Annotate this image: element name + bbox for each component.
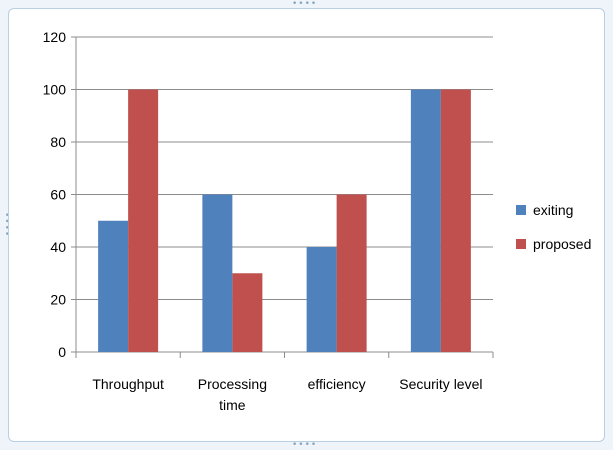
y-tick-label: 40 [50,239,66,255]
bar-proposed-1 [232,273,263,352]
x-tick-label: Security level [399,376,482,392]
resize-handle-bottom-icon[interactable]: •••• [292,440,318,450]
legend-swatch-exiting [516,205,526,215]
resize-handle-top-icon[interactable]: •••• [292,0,318,9]
x-tick-label: time [219,397,246,413]
bar-proposed-3 [440,89,471,352]
y-tick-label: 80 [50,134,66,150]
legend-label-exiting: exiting [533,202,573,218]
x-tick-label: Processing [198,376,267,392]
resize-handle-left-icon[interactable]: •••• [1,212,11,238]
bar-exiting-1 [202,194,233,352]
bar-proposed-0 [128,89,159,352]
bar-proposed-2 [336,194,367,352]
x-tick-label: Throughput [92,376,164,392]
legend-swatch-proposed [516,239,526,249]
y-tick-label: 100 [43,82,67,98]
bar-exiting-2 [306,247,337,352]
bar-exiting-0 [98,220,129,352]
y-tick-label: 20 [50,292,66,308]
bar-exiting-3 [410,89,441,352]
y-tick-label: 60 [50,187,66,203]
x-tick-label: efficiency [308,376,366,392]
legend-label-proposed: proposed [533,236,591,252]
y-tick-label: 0 [58,344,66,360]
y-tick-label: 120 [43,29,67,45]
